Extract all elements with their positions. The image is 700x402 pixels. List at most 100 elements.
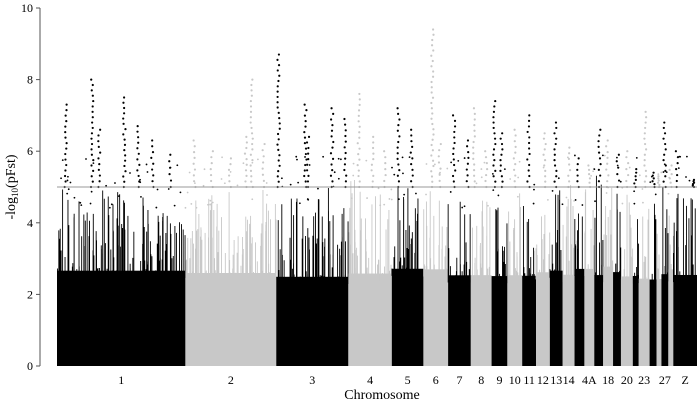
peak-snp-point <box>625 156 628 159</box>
y-tick-label: 0 <box>27 359 33 373</box>
peak-snp-point <box>331 169 334 172</box>
peak-snp-point <box>192 139 195 142</box>
peak-snp-point <box>657 175 660 178</box>
chromosome-1-points <box>57 78 186 366</box>
peak-snp-point <box>396 157 399 160</box>
peak-snp-point <box>343 117 346 121</box>
peak-snp-point <box>635 171 638 174</box>
peak-snp-point <box>356 142 359 145</box>
peak-snp-point <box>244 169 248 172</box>
snp-point <box>209 199 212 202</box>
peak-snp-point <box>542 137 546 140</box>
chromosome-4A-dense-block <box>584 268 595 366</box>
peak-snp-point <box>472 146 475 149</box>
peak-snp-point <box>358 98 361 101</box>
peak-snp-point <box>430 101 433 105</box>
peak-snp-point <box>430 175 434 178</box>
peak-snp-point <box>249 105 253 108</box>
peak-snp-point <box>91 180 94 183</box>
snp-point <box>383 203 386 206</box>
peak-snp-point <box>168 173 171 176</box>
snp-point <box>483 161 486 164</box>
chromosome-13-points <box>549 121 564 366</box>
chromosome-label-10: 10 <box>509 373 521 387</box>
peak-snp-point <box>372 174 375 177</box>
peak-snp-point <box>500 153 503 156</box>
peak-snp-point <box>514 162 517 166</box>
snp-point <box>304 156 306 158</box>
peak-snp-point <box>439 167 442 170</box>
snp-point <box>207 203 209 206</box>
snp-point <box>223 182 226 185</box>
snp-point <box>449 191 452 193</box>
peak-snp-point <box>245 158 248 161</box>
peak-snp-point <box>472 107 476 110</box>
peak-snp-point <box>372 135 375 138</box>
peak-snp-point <box>663 132 667 135</box>
peak-snp-point <box>99 151 102 154</box>
peak-snp-point <box>250 132 254 135</box>
snp-point <box>66 192 69 195</box>
snp-point <box>439 171 441 174</box>
peak-snp-point <box>331 157 335 160</box>
peak-snp-point <box>527 119 531 123</box>
peak-snp-point <box>250 175 253 178</box>
peak-snp-point <box>303 114 307 117</box>
peak-snp-point <box>90 78 93 81</box>
chromosome-label-3: 3 <box>309 373 315 387</box>
peak-snp-point <box>674 150 677 153</box>
peak-snp-point <box>454 169 457 172</box>
chromosome-1-spikes <box>57 189 186 278</box>
peak-snp-point <box>544 175 547 178</box>
peak-snp-point <box>307 135 311 138</box>
peak-snp-point <box>492 175 495 178</box>
peak-snp-point <box>123 164 126 168</box>
peak-snp-point <box>553 180 556 183</box>
peak-snp-point <box>492 126 495 130</box>
peak-snp-point <box>277 148 280 152</box>
peak-snp-point <box>663 153 666 156</box>
peak-snp-point <box>358 131 361 134</box>
snp-point <box>61 159 64 162</box>
peak-snp-point <box>662 159 665 162</box>
snp-point <box>108 206 111 209</box>
peak-snp-point <box>91 110 94 113</box>
snp-point <box>117 195 120 197</box>
snp-point <box>105 184 108 187</box>
x-axis-title: Chromosome <box>344 388 419 402</box>
peak-snp-point <box>643 142 647 146</box>
snp-point <box>350 197 353 200</box>
peak-snp-point <box>451 114 455 117</box>
peak-snp-point <box>245 146 248 150</box>
peak-snp-point <box>597 145 600 148</box>
peak-snp-point <box>303 136 307 139</box>
chromosome-3-points <box>276 53 349 366</box>
peak-snp-point <box>676 173 679 177</box>
peak-snp-point <box>151 168 154 171</box>
peak-snp-point <box>492 116 495 119</box>
snp-point <box>67 188 70 191</box>
peak-snp-point <box>209 168 212 171</box>
peak-snp-point <box>410 128 413 131</box>
peak-snp-point <box>543 164 546 167</box>
chromosome-17-dense-block <box>594 275 604 366</box>
peak-snp-point <box>410 134 413 137</box>
peak-snp-point <box>473 180 476 183</box>
peak-snp-point <box>249 116 252 119</box>
peak-snp-point <box>668 168 671 171</box>
peak-snp-point <box>568 152 571 155</box>
chromosome-label-13: 13 <box>550 373 562 387</box>
snp-point <box>339 158 342 161</box>
peak-snp-point <box>662 180 665 183</box>
peak-snp-point <box>358 125 361 128</box>
snp-point <box>156 188 159 191</box>
peak-snp-point <box>168 160 171 163</box>
peak-snp-point <box>307 174 310 177</box>
peak-snp-point <box>249 99 252 103</box>
peak-snp-point <box>598 134 601 137</box>
snp-point <box>146 171 149 173</box>
peak-snp-point <box>652 177 655 180</box>
peak-snp-point <box>228 180 231 183</box>
snp-point <box>69 181 72 184</box>
snp-point <box>352 174 355 177</box>
